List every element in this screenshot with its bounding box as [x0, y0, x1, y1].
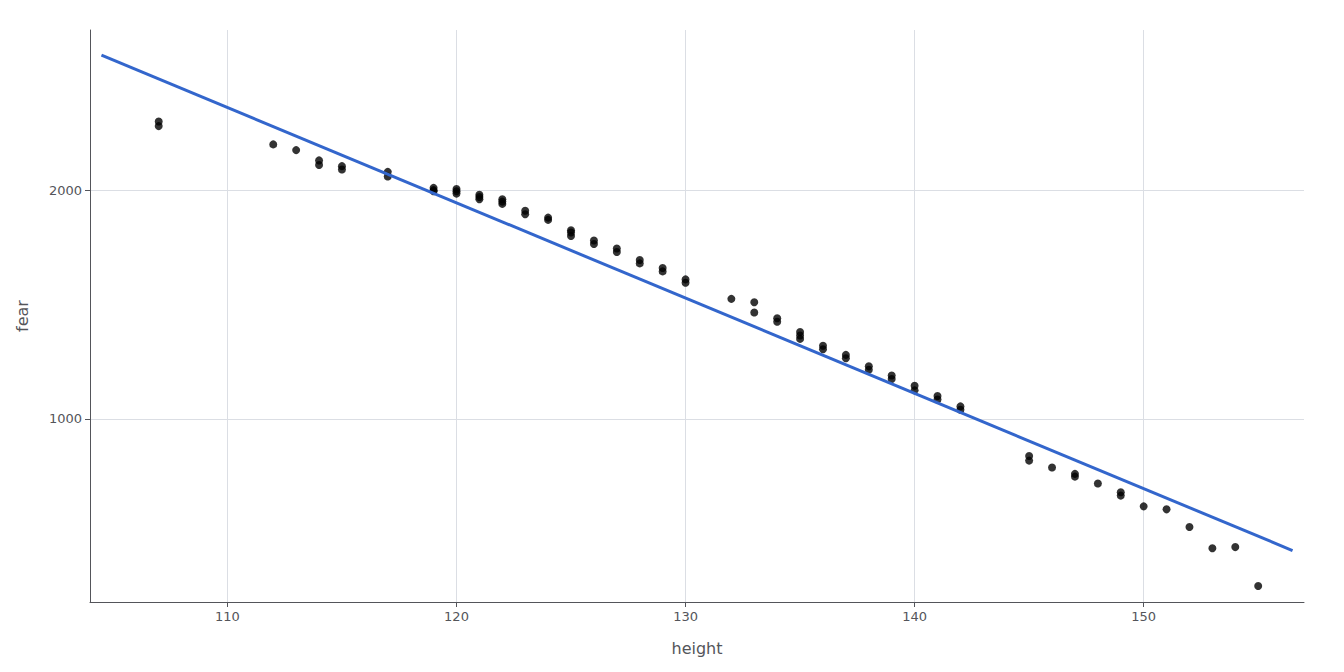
svg-text:140: 140: [902, 609, 927, 624]
svg-text:120: 120: [444, 609, 469, 624]
svg-text:110: 110: [215, 609, 240, 624]
svg-text:2000: 2000: [49, 183, 82, 198]
svg-text:1000: 1000: [49, 411, 82, 426]
svg-text:150: 150: [1131, 609, 1156, 624]
svg-text:height: height: [672, 639, 723, 658]
svg-text:fear: fear: [13, 300, 32, 332]
svg-text:130: 130: [673, 609, 698, 624]
